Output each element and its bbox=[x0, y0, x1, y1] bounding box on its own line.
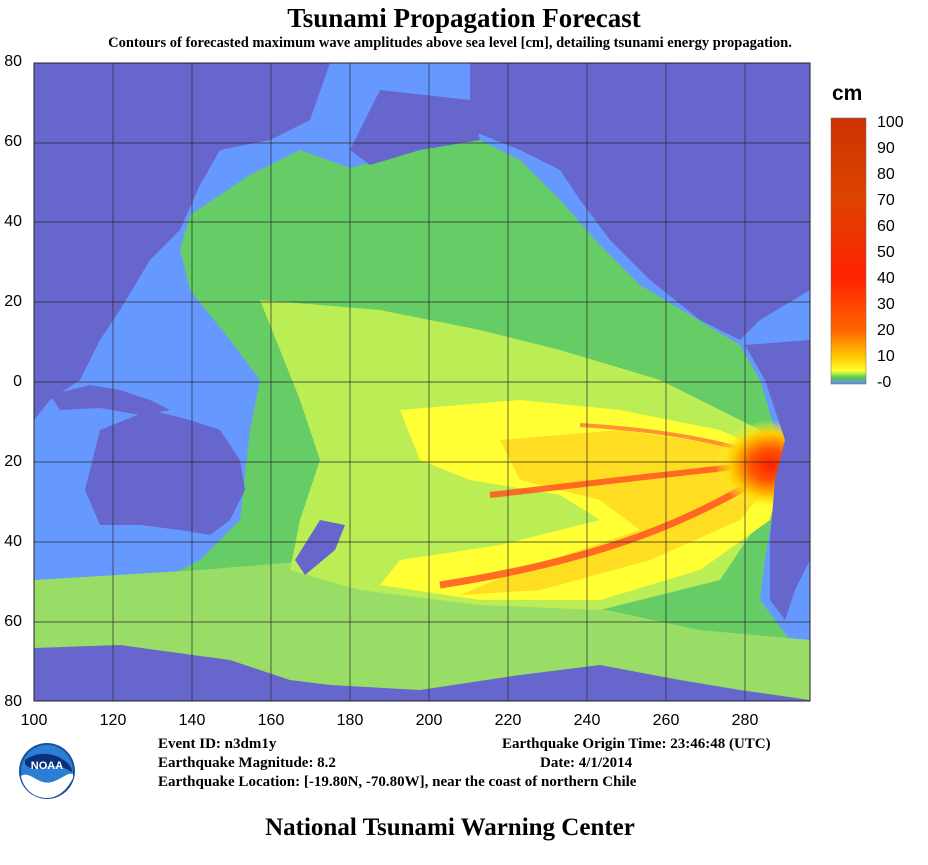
lat-tick: 80 bbox=[4, 53, 22, 70]
lat-tick: 40 bbox=[4, 533, 22, 550]
legend-label: 100 bbox=[877, 114, 904, 131]
asia-landmass bbox=[34, 63, 330, 420]
lat-tick: 80 bbox=[4, 693, 22, 710]
alaska-landmass bbox=[350, 90, 480, 165]
map-title: Tsunami Propagation Forecast bbox=[287, 3, 641, 33]
lon-tick: 280 bbox=[731, 712, 759, 729]
lon-tick: 240 bbox=[573, 712, 601, 729]
lon-tick: 140 bbox=[178, 712, 206, 729]
lat-tick: 20 bbox=[4, 293, 22, 310]
legend-label: 90 bbox=[877, 140, 895, 157]
north-america-landmass bbox=[470, 63, 810, 340]
lon-tick: 200 bbox=[415, 712, 443, 729]
legend-unit: cm bbox=[832, 82, 863, 105]
legend-label: 20 bbox=[877, 322, 895, 339]
australia-landmass bbox=[85, 410, 245, 535]
map-gridlines bbox=[34, 63, 810, 701]
origin-time: Earthquake Origin Time: 23:46:48 (UTC) bbox=[502, 736, 771, 752]
lon-tick: 100 bbox=[20, 712, 48, 729]
footer-center-name: National Tsunami Warning Center bbox=[265, 814, 635, 841]
legend-label: 50 bbox=[877, 244, 895, 261]
lat-tick: 40 bbox=[4, 213, 22, 230]
legend-label: -0 bbox=[877, 374, 892, 391]
legend-label: 10 bbox=[877, 348, 895, 365]
earthquake-location: Earthquake Location: [-19.80N, -70.80W],… bbox=[158, 774, 637, 790]
legend-label: 30 bbox=[877, 296, 895, 313]
legend-label: 60 bbox=[877, 218, 895, 235]
lat-tick: 20 bbox=[4, 453, 22, 470]
noaa-logo-icon: NOAA bbox=[19, 743, 75, 799]
map-subtitle: Contours of forecasted maximum wave ampl… bbox=[108, 35, 792, 51]
lon-tick: 180 bbox=[336, 712, 364, 729]
lon-tick: 120 bbox=[99, 712, 127, 729]
legend-label: 80 bbox=[877, 166, 895, 183]
lat-tick: 60 bbox=[4, 613, 22, 630]
lon-tick: 260 bbox=[652, 712, 680, 729]
legend-label: 70 bbox=[877, 192, 895, 209]
event-id: Event ID: n3dm1y bbox=[158, 736, 277, 752]
south-america-landmass bbox=[745, 340, 810, 620]
noaa-logo-text: NOAA bbox=[31, 760, 63, 772]
legend-label: 40 bbox=[877, 270, 895, 287]
earthquake-magnitude: Earthquake Magnitude: 8.2 bbox=[158, 755, 336, 771]
lon-tick: 160 bbox=[257, 712, 285, 729]
indonesia-islands bbox=[50, 385, 170, 415]
lat-tick: 0 bbox=[13, 373, 22, 390]
legend-colorbar bbox=[830, 117, 867, 385]
event-date: Date: 4/1/2014 bbox=[540, 755, 633, 771]
new-zealand-landmass bbox=[295, 520, 345, 575]
lat-tick: 60 bbox=[4, 133, 22, 150]
antarctica-landmass bbox=[34, 645, 810, 701]
map-frame bbox=[33, 62, 811, 702]
lon-tick: 220 bbox=[494, 712, 522, 729]
